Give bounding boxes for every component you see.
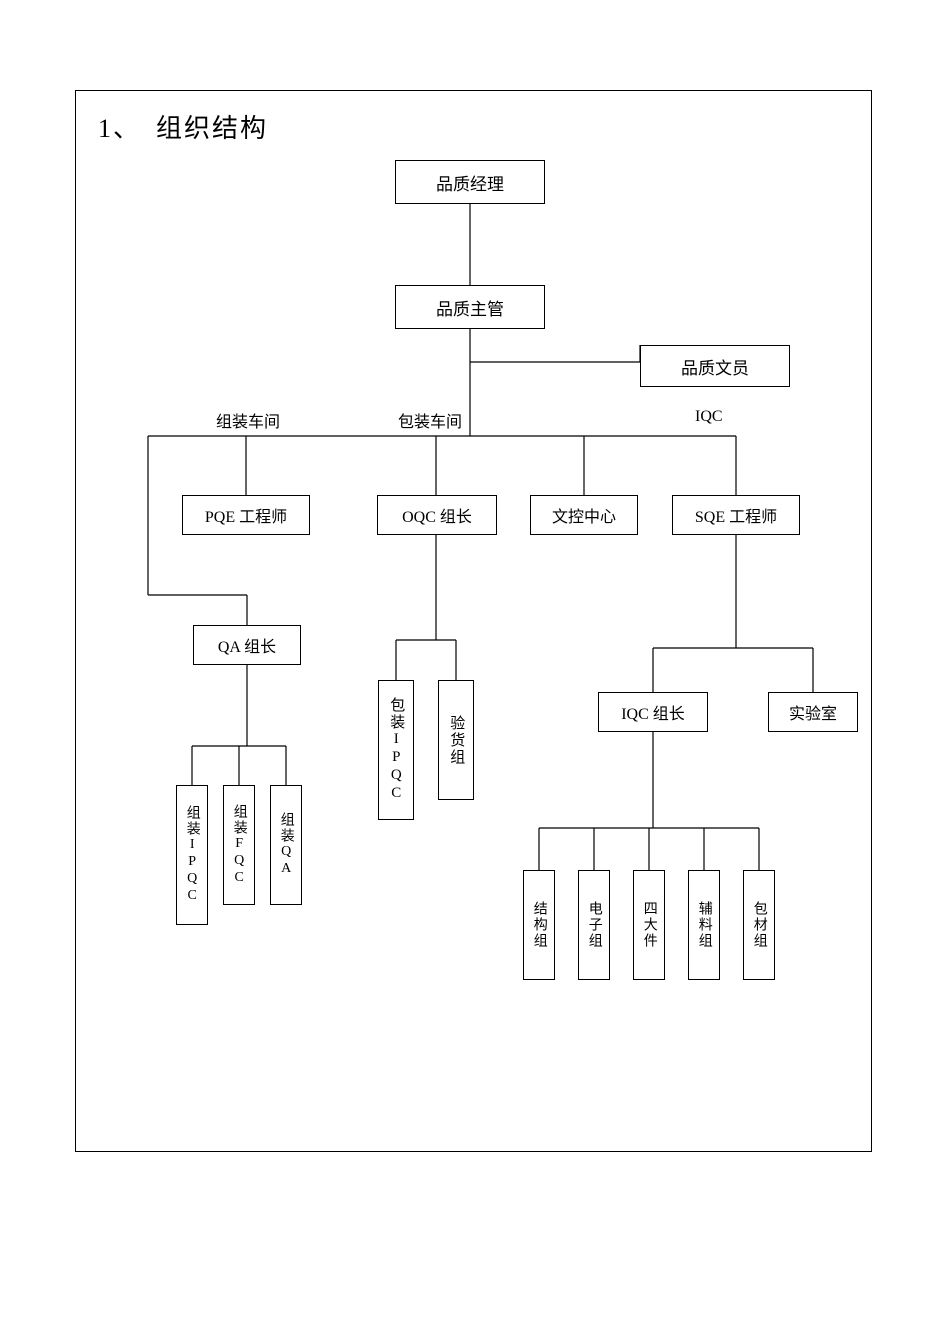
node-iqc_lead: IQC 组长 [598, 692, 708, 732]
section-label-lbl_pack: 包装车间 [398, 408, 462, 432]
node-asm_fqc: 组装FQC [223, 785, 255, 905]
node-lab: 实验室 [768, 692, 858, 732]
node-pack_ipqc: 包装IPQC [378, 680, 414, 820]
node-pqe: PQE 工程师 [182, 495, 310, 535]
node-doc: 文控中心 [530, 495, 638, 535]
document-frame [75, 90, 872, 1152]
section-label-lbl_asm: 组装车间 [216, 408, 280, 432]
node-asm_qa: 组装QA [270, 785, 302, 905]
node-qa: QA 组长 [193, 625, 301, 665]
node-struct: 结构组 [523, 870, 555, 980]
node-aux: 辅料组 [688, 870, 720, 980]
node-clerk: 品质文员 [640, 345, 790, 387]
node-asm_ipqc: 组装IPQC [176, 785, 208, 925]
node-four: 四大件 [633, 870, 665, 980]
node-packmat: 包材组 [743, 870, 775, 980]
node-mgr: 品质经理 [395, 160, 545, 204]
page-title: 1、 组织结构 [98, 108, 268, 145]
node-inspect: 验货组 [438, 680, 474, 800]
node-elec: 电子组 [578, 870, 610, 980]
node-sup: 品质主管 [395, 285, 545, 329]
node-sqe: SQE 工程师 [672, 495, 800, 535]
page: 1、 组织结构 组装车间 包装车间 IQC 品质经理品质主管品质文员 PQE 工程师 OQ… [0, 0, 945, 1337]
section-label-lbl_iqc: IQC [695, 408, 723, 426]
node-oqc: OQC 组长 [377, 495, 497, 535]
